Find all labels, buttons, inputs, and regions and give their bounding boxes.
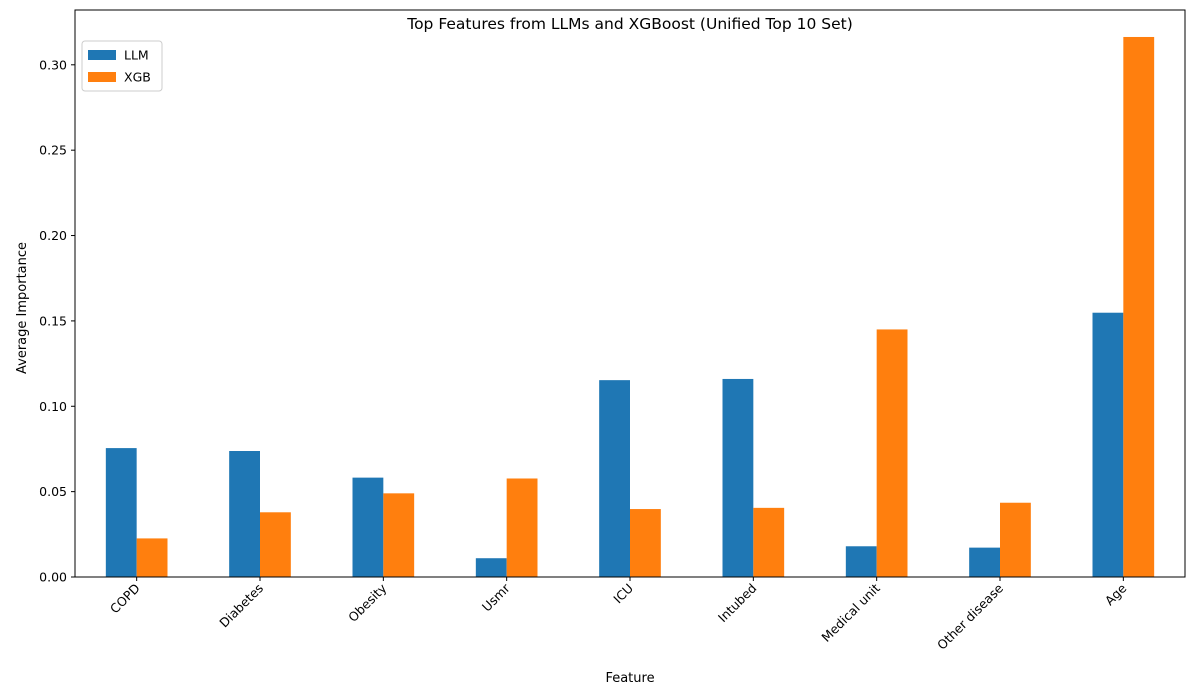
legend-swatch-xgb bbox=[88, 72, 116, 82]
y-tick-label: 0.05 bbox=[39, 484, 67, 499]
legend-swatch-llm bbox=[88, 50, 116, 60]
y-tick-label: 0.25 bbox=[39, 143, 67, 158]
y-tick-label: 0.20 bbox=[39, 228, 67, 243]
bar-llm-age bbox=[1092, 312, 1124, 577]
bar-llm-other-disease bbox=[969, 547, 1000, 577]
y-tick-label: 0.10 bbox=[39, 399, 67, 414]
bar-xgb-other-disease bbox=[1000, 502, 1031, 577]
legend-label-xgb: XGB bbox=[124, 70, 151, 85]
bar-xgb-copd bbox=[136, 538, 168, 577]
bar-llm-icu bbox=[599, 380, 630, 577]
bar-llm-obesity bbox=[352, 477, 384, 577]
bar-xgb-intubed bbox=[753, 507, 785, 577]
bar-llm-copd bbox=[105, 448, 137, 577]
bar-xgb-diabetes bbox=[260, 512, 291, 577]
legend-label-llm: LLM bbox=[124, 48, 149, 63]
y-tick-label: 0.15 bbox=[39, 313, 67, 328]
y-axis: 0.00 0.05 0.10 0.15 0.20 0.25 0.30 bbox=[39, 57, 75, 585]
bar-llm-medical-unit bbox=[845, 546, 877, 577]
y-tick-label: 0.00 bbox=[39, 570, 67, 585]
bar-llm-usmr bbox=[475, 558, 507, 577]
legend: LLM XGB bbox=[81, 40, 163, 92]
bars-layer bbox=[105, 36, 1155, 578]
y-tick-label: 0.30 bbox=[39, 57, 67, 72]
bar-xgb-obesity bbox=[383, 493, 415, 577]
chart-title: Top Features from LLMs and XGBoost (Unif… bbox=[406, 15, 853, 33]
bar-llm-intubed bbox=[722, 378, 754, 577]
y-axis-label: Average Importance bbox=[15, 242, 30, 374]
plot-frame bbox=[74, 9, 1186, 578]
bar-llm-diabetes bbox=[229, 451, 260, 577]
bar-xgb-age bbox=[1123, 36, 1155, 578]
x-axis-label: Feature bbox=[605, 671, 654, 686]
bar-xgb-medical-unit bbox=[876, 329, 908, 577]
bar-xgb-usmr bbox=[506, 478, 538, 577]
bar-xgb-icu bbox=[630, 509, 661, 577]
